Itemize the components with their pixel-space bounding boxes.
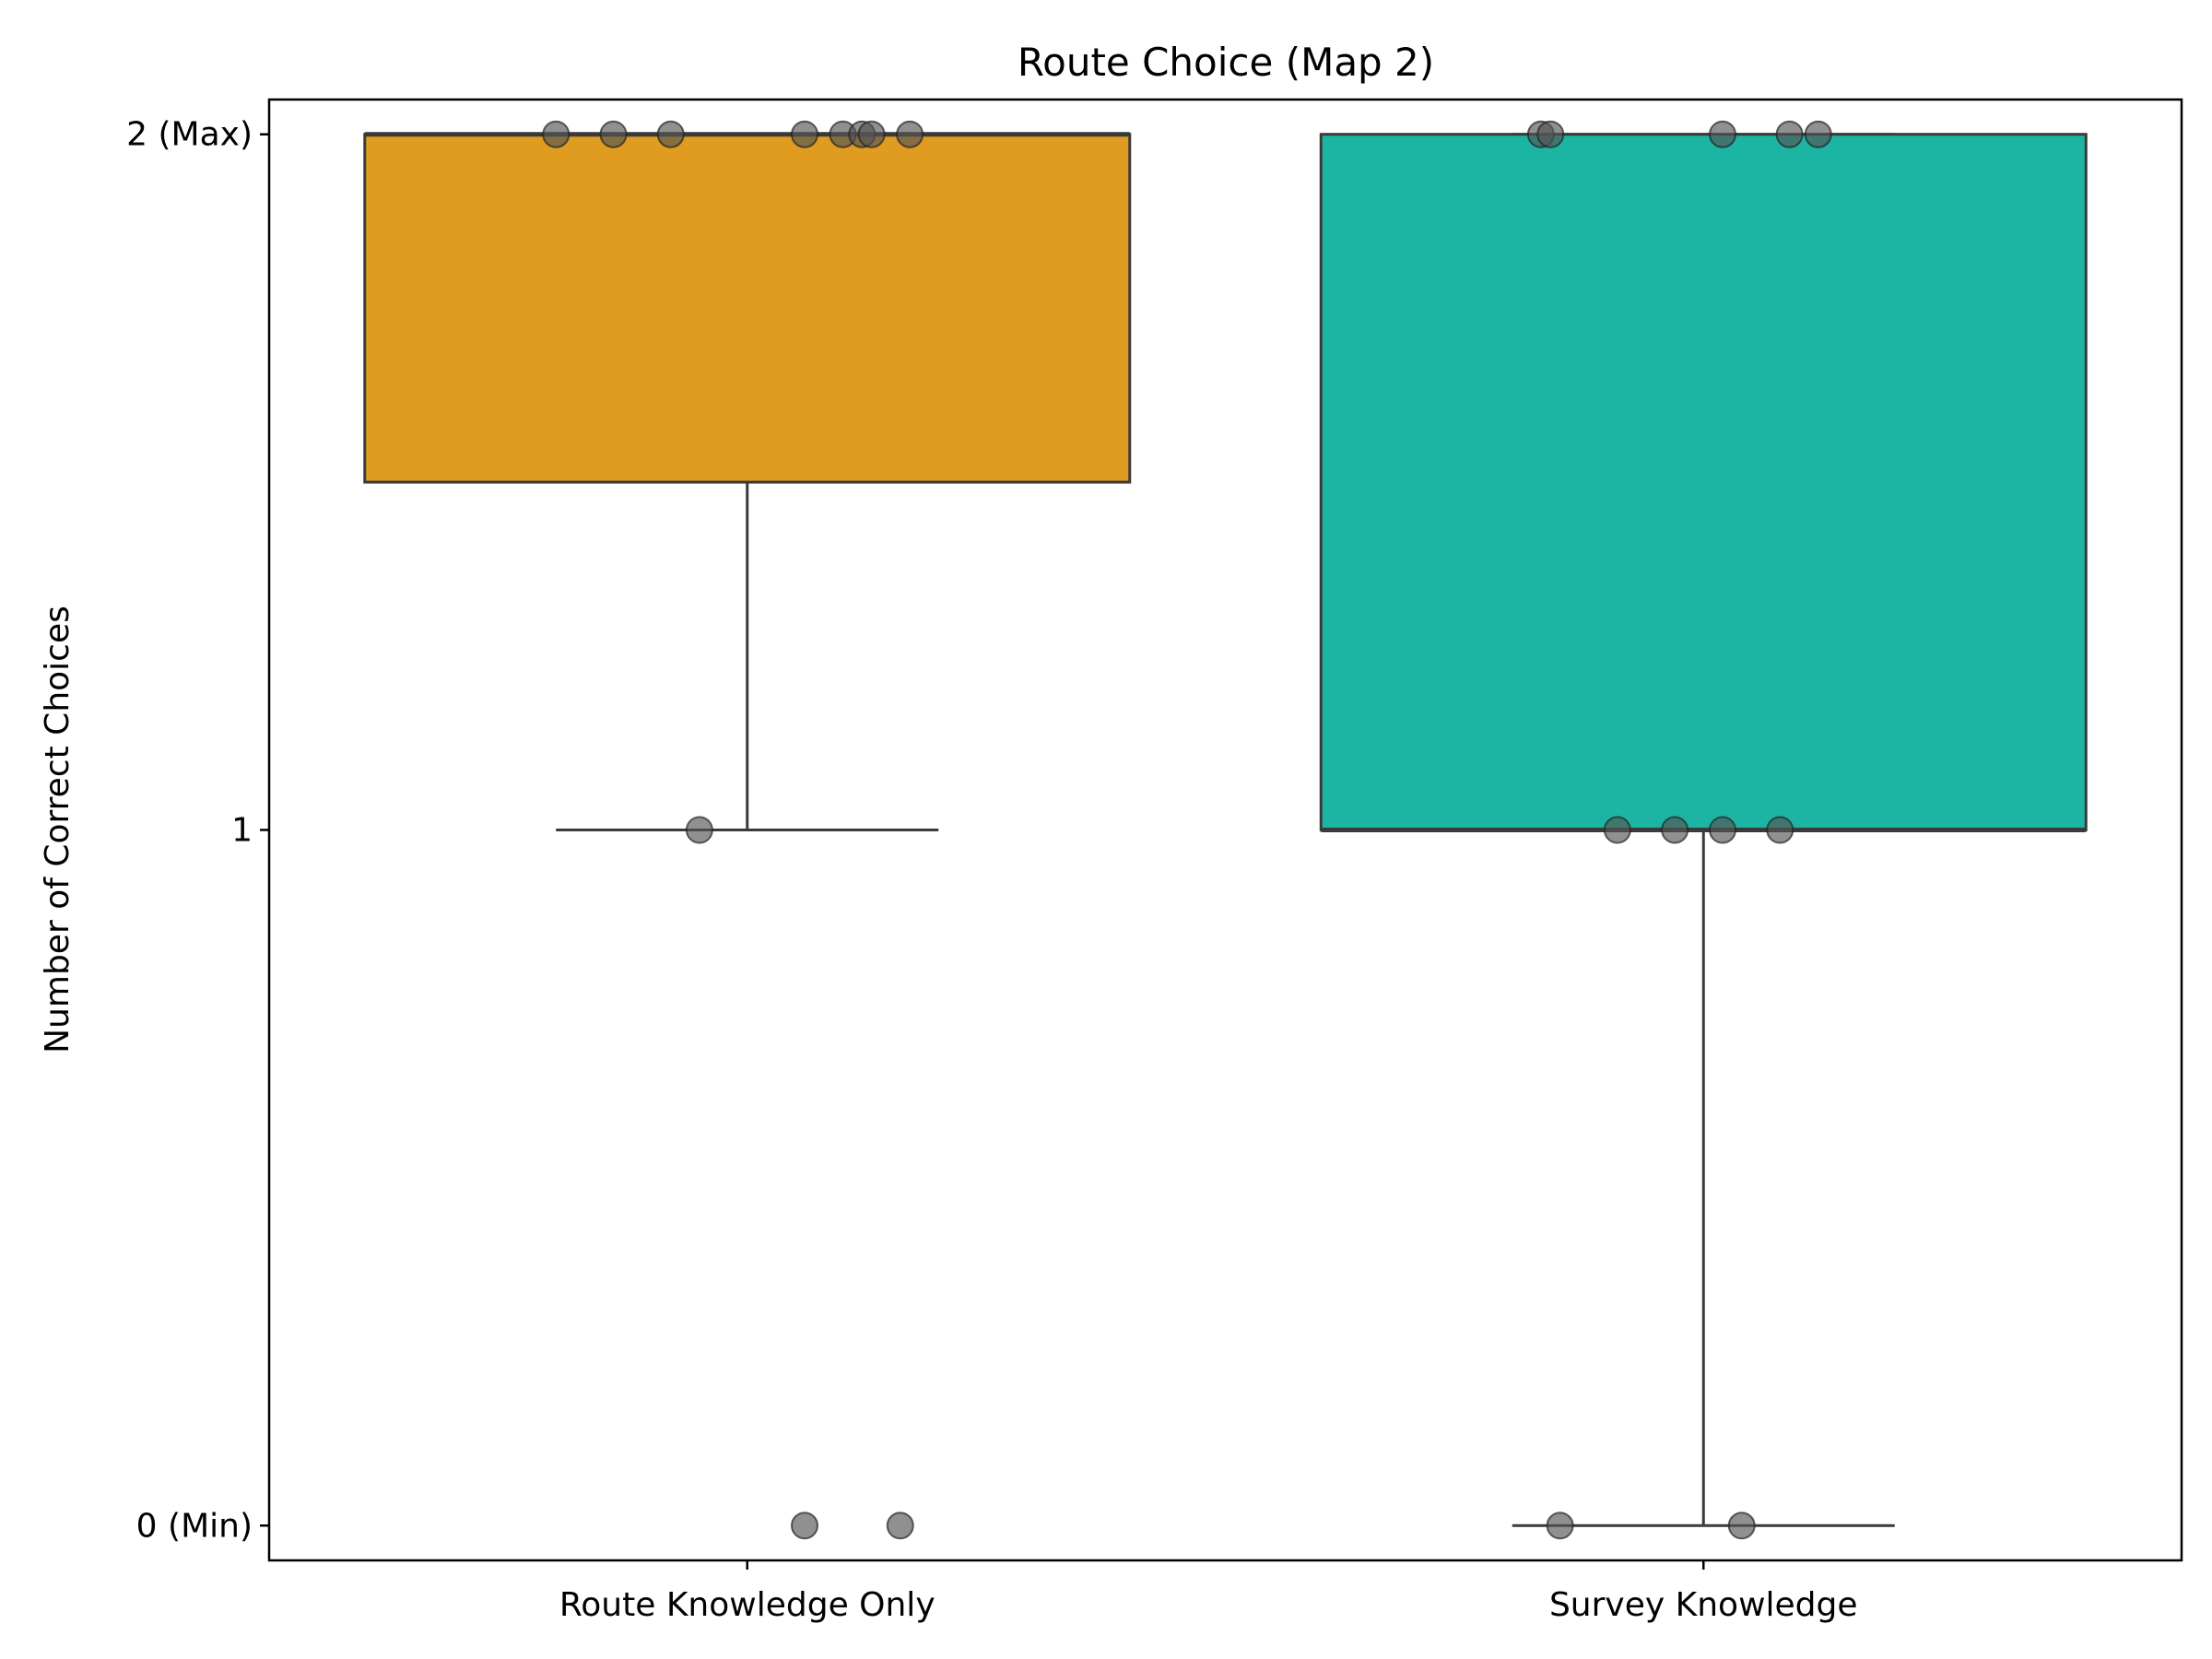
data-point — [896, 120, 924, 148]
data-point — [791, 120, 818, 148]
box-iqr — [1319, 133, 2088, 831]
data-point — [1709, 120, 1736, 148]
y-axis-label: Number of Correct Choices — [39, 606, 76, 1053]
box-group-1 — [1319, 133, 2088, 1527]
data-point — [1661, 816, 1689, 844]
y-tick-label: 0 (Min) — [136, 1507, 253, 1545]
data-point — [1766, 816, 1794, 844]
data-point — [1546, 1512, 1574, 1540]
data-point — [1727, 1512, 1756, 1540]
data-point — [1603, 816, 1631, 844]
data-point — [656, 120, 685, 148]
x-tick-label: Route Knowledge Only — [559, 1586, 935, 1624]
data-point — [857, 120, 886, 148]
data-point — [542, 120, 571, 148]
data-point — [791, 1512, 818, 1540]
data-point — [1536, 120, 1565, 148]
data-point — [685, 816, 713, 844]
y-tick-label: 2 (Max) — [126, 116, 253, 154]
data-point — [599, 120, 628, 148]
data-point — [1775, 120, 1804, 148]
box-iqr — [363, 133, 1132, 484]
chart-title: Route Choice (Map 2) — [1018, 40, 1434, 85]
data-point — [1709, 816, 1736, 844]
x-tick-label: Survey Knowledge — [1549, 1586, 1858, 1624]
plot-area: 0 (Min) 1 2 (Max) Route Knowledge Only Surve… — [126, 98, 2183, 1624]
data-point — [1804, 120, 1832, 148]
y-tick-label: 1 — [231, 812, 253, 850]
data-point — [886, 1512, 914, 1540]
